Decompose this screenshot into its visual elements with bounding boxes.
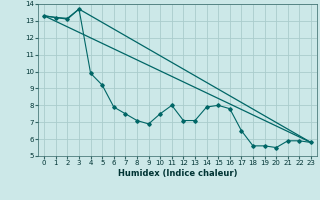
X-axis label: Humidex (Indice chaleur): Humidex (Indice chaleur)	[118, 169, 237, 178]
